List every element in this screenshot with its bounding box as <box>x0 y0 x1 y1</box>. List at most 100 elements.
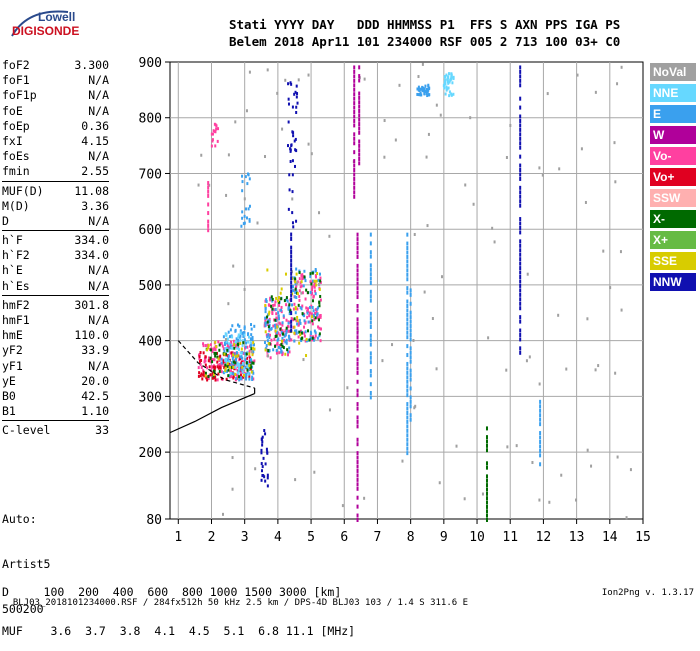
data-point <box>232 374 235 378</box>
data-point <box>264 316 267 320</box>
x-tick-label: 15 <box>635 530 651 545</box>
data-point <box>228 362 231 366</box>
data-point <box>264 330 267 334</box>
data-point <box>282 314 285 318</box>
data-point <box>298 330 301 334</box>
data-point <box>223 366 226 370</box>
data-point <box>280 331 283 335</box>
data-point <box>232 360 235 364</box>
data-point <box>409 386 412 391</box>
data-point <box>260 462 263 466</box>
data-point <box>243 325 246 329</box>
data-point <box>274 329 277 333</box>
data-point <box>290 236 293 241</box>
data-point <box>243 338 246 342</box>
y-tick-label: 400 <box>139 335 162 350</box>
legend-item-x: X+ <box>650 231 696 249</box>
data-point <box>303 314 306 318</box>
y-tick-label: 200 <box>139 446 162 461</box>
data-point <box>310 312 313 316</box>
data-point <box>266 476 269 480</box>
data-point <box>295 289 298 293</box>
data-point <box>283 334 286 338</box>
data-point <box>300 331 303 335</box>
param-name: h`Es <box>2 278 30 293</box>
data-point <box>271 299 274 303</box>
data-point <box>281 321 284 325</box>
param-row: foF1p N/A <box>2 88 109 103</box>
data-point <box>228 366 231 370</box>
data-point <box>409 359 412 364</box>
data-point <box>218 369 221 373</box>
data-point <box>485 513 488 518</box>
data-point <box>231 346 234 350</box>
data-point <box>328 408 331 412</box>
data-point <box>298 294 301 298</box>
data-point <box>202 369 205 373</box>
x-tick-label: 7 <box>374 530 382 545</box>
data-point <box>409 417 412 422</box>
data-point <box>280 305 283 309</box>
data-point <box>303 275 306 279</box>
data-point <box>203 357 206 361</box>
data-point <box>317 318 320 322</box>
data-point <box>290 324 293 329</box>
data-point <box>311 271 314 275</box>
data-point <box>291 173 294 177</box>
data-point <box>242 334 245 338</box>
data-point <box>356 486 359 491</box>
data-point <box>225 333 228 337</box>
data-point <box>211 350 214 354</box>
data-point <box>287 97 290 101</box>
data-point <box>519 141 522 146</box>
data-point <box>236 374 239 378</box>
data-point <box>295 319 298 323</box>
data-point <box>264 324 267 328</box>
data-point <box>444 82 447 86</box>
data-point <box>251 335 254 339</box>
data-point <box>313 329 316 333</box>
data-point <box>491 226 494 230</box>
data-point <box>450 77 453 81</box>
data-point <box>287 307 290 311</box>
data-point <box>250 333 253 337</box>
data-point <box>586 317 589 321</box>
data-point <box>285 328 288 332</box>
data-point <box>519 217 522 222</box>
data-point <box>406 330 409 335</box>
data-point <box>229 374 232 378</box>
data-point <box>243 214 246 218</box>
data-point <box>485 491 488 496</box>
data-point <box>243 333 246 337</box>
legend-item-e: E <box>650 105 696 123</box>
data-point <box>509 123 512 127</box>
data-point <box>218 355 221 359</box>
data-point <box>485 435 488 440</box>
data-point <box>314 331 317 335</box>
data-point <box>266 68 269 72</box>
data-point <box>353 190 356 195</box>
data-point <box>594 90 597 94</box>
data-point <box>438 481 441 485</box>
data-point <box>294 478 297 482</box>
param-value: 11.08 <box>74 183 109 198</box>
data-point <box>290 284 293 289</box>
data-point <box>310 292 313 296</box>
data-point <box>285 318 288 322</box>
data-point <box>300 284 303 288</box>
data-point <box>424 84 427 88</box>
data-point <box>288 350 291 354</box>
data-point <box>204 363 207 367</box>
data-point <box>290 316 293 320</box>
data-point <box>238 347 241 351</box>
data-point <box>519 230 522 235</box>
data-point <box>298 277 301 281</box>
data-point <box>346 386 349 390</box>
data-point <box>285 296 288 300</box>
data-point <box>602 249 605 253</box>
data-point <box>353 150 356 155</box>
data-point <box>311 338 314 342</box>
param-value: 334.0 <box>74 248 109 263</box>
data-point <box>485 478 488 483</box>
x-tick-label: 2 <box>208 530 216 545</box>
